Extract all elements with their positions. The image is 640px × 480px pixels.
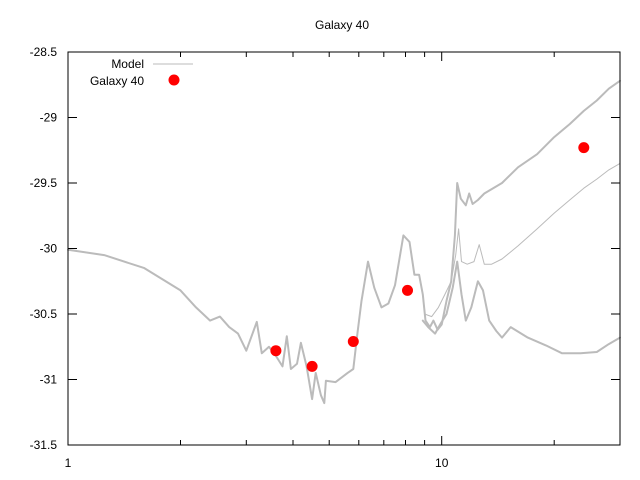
- galaxy-40-point-2: [347, 336, 359, 347]
- model-line-2: [421, 260, 621, 355]
- galaxy-40-point-4: [578, 142, 590, 154]
- y-tick-label-2: -29.5: [30, 176, 58, 190]
- y-tick-label-4: -30.5: [30, 307, 58, 321]
- galaxy-40-point-3: [402, 284, 413, 296]
- y-tick-label-0: -28.5: [30, 45, 58, 59]
- model-line-0: [67, 79, 621, 405]
- x-tick-label-0: 1: [65, 456, 72, 470]
- legend: Model Galaxy 40: [90, 57, 193, 88]
- legend-marker-galaxy-40: [168, 74, 180, 86]
- model-line-1: [424, 162, 621, 318]
- legend-label-model: Model: [111, 57, 144, 71]
- galaxy-40-point-1: [306, 360, 318, 372]
- chart-title: Galaxy 40: [315, 18, 369, 32]
- y-tick-label-5: -31: [40, 373, 58, 387]
- y-tick-label-1: -29: [40, 111, 58, 125]
- y-tick-label-6: -31.5: [30, 438, 58, 452]
- galaxy-40-point-0: [270, 345, 282, 357]
- data-layer: [67, 79, 621, 405]
- y-tick-label-3: -30: [40, 242, 58, 256]
- axis-layer: -28.5 -29 -29.5 -30 -30.5 -31 -31.5 1 10: [30, 45, 621, 470]
- legend-label-galaxy-40: Galaxy 40: [90, 74, 144, 88]
- x-tick-label-1: 10: [435, 456, 449, 470]
